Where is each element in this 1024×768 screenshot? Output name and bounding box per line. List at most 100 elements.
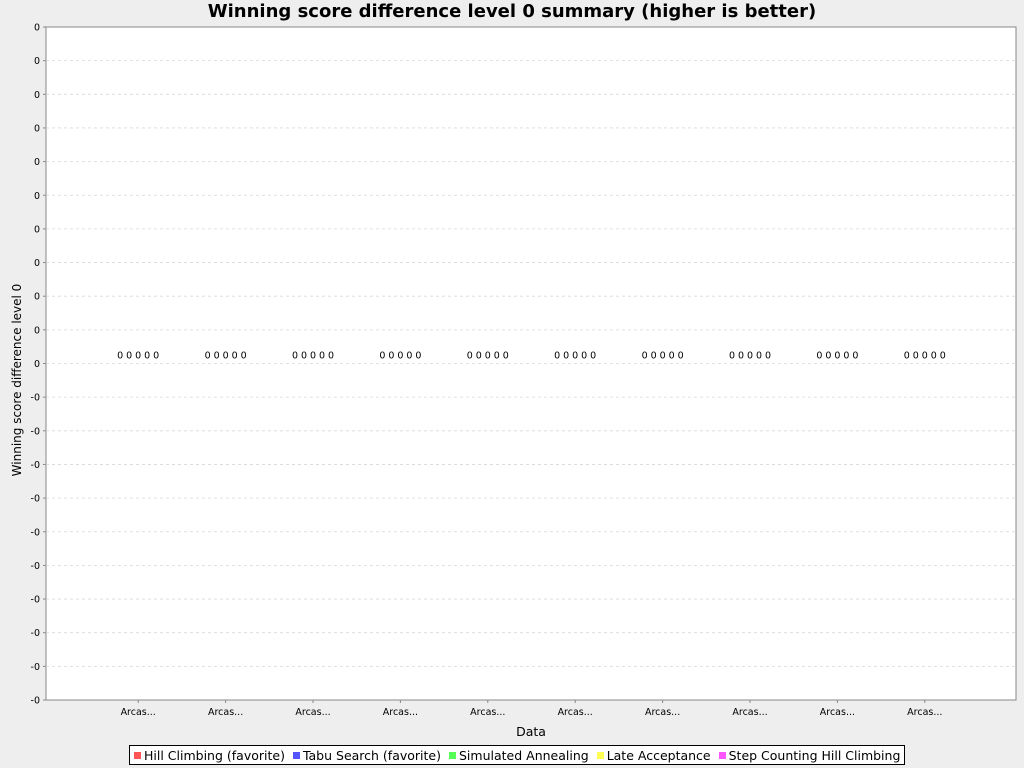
y-tick-label: 0 <box>34 224 40 235</box>
y-tick-label: 0 <box>34 90 40 101</box>
data-label: 0 <box>738 351 744 362</box>
plot-area <box>45 26 1017 701</box>
data-label: 0 <box>660 351 666 362</box>
legend-item: Late Acceptance <box>595 748 711 763</box>
y-tick-label: 0 <box>34 191 40 202</box>
legend-item: Step Counting Hill Climbing <box>717 747 901 763</box>
x-tick-label: Arcas... <box>558 707 593 718</box>
legend-label: Step Counting Hill Climbing <box>728 747 901 763</box>
data-label: 0 <box>153 351 159 362</box>
data-label: 0 <box>485 351 491 362</box>
data-label: 0 <box>554 351 560 362</box>
data-label: 0 <box>678 351 684 362</box>
data-label: 0 <box>581 351 587 362</box>
x-tick-label: Arcas... <box>208 707 243 718</box>
legend-swatch <box>449 751 456 759</box>
data-label: 0 <box>729 351 735 362</box>
data-label: 0 <box>214 351 220 362</box>
y-tick-label: 0 <box>34 56 40 67</box>
data-label: 0 <box>205 351 211 362</box>
data-label: 0 <box>747 351 753 362</box>
data-label: 0 <box>503 351 509 362</box>
y-tick-label: -0 <box>31 628 40 639</box>
x-tick-label: Arcas... <box>732 707 767 718</box>
y-tick-label: 0 <box>34 258 40 269</box>
data-label: 0 <box>135 351 141 362</box>
y-axis-ticks: 0 0 0 0 0 0 0 0 0 0 0 -0 -0 -0 -0 -0 -0 -0 -0 -0 -0 <box>31 23 46 707</box>
legend-swatch <box>596 751 604 759</box>
x-tick-label: Arcas... <box>295 707 330 718</box>
x-tick-label: Arcas... <box>645 707 680 718</box>
y-tick-label: 0 <box>34 325 40 336</box>
data-label: 0 <box>292 351 298 362</box>
data-label: 0 <box>406 351 412 362</box>
data-label: 0 <box>852 351 858 362</box>
data-label: 0 <box>415 351 421 362</box>
y-tick-label: -0 <box>31 393 40 404</box>
x-tick-label: Arcas... <box>907 707 942 718</box>
data-label: 0 <box>756 351 762 362</box>
data-label: 0 <box>388 351 394 362</box>
x-tick-label: Arcas... <box>383 707 418 718</box>
y-tick-label: -0 <box>31 460 40 471</box>
legend-item: Simulated Annealing <box>447 748 589 763</box>
y-tick-label: -0 <box>31 561 40 572</box>
x-tick-label: Arcas... <box>470 707 505 718</box>
data-label: 0 <box>494 351 500 362</box>
x-tick-label: Arcas... <box>820 707 855 718</box>
y-tick-label: -0 <box>31 426 40 437</box>
data-label: 0 <box>397 351 403 362</box>
legend-swatch <box>134 751 141 759</box>
data-label: 0 <box>765 351 771 362</box>
data-label: 0 <box>669 351 675 362</box>
data-label: 0 <box>467 351 473 362</box>
y-tick-label: 0 <box>34 157 40 168</box>
data-label: 0 <box>572 351 578 362</box>
y-tick-label: -0 <box>31 696 40 707</box>
y-tick-label: 0 <box>34 359 40 370</box>
legend-label: Hill Climbing (favorite) <box>144 747 285 763</box>
data-label: 0 <box>940 351 946 362</box>
y-tick-label: 0 <box>34 23 40 34</box>
data-label: 0 <box>913 351 919 362</box>
x-tick-label: Arcas... <box>121 707 156 718</box>
legend-label: Simulated Annealing <box>459 747 589 763</box>
y-tick-label: 0 <box>34 292 40 303</box>
data-label: 0 <box>144 351 150 362</box>
data-label: 0 <box>651 351 657 362</box>
x-axis-ticks: Arcas... Arcas... Arcas... Arcas... Arcas...… <box>121 700 942 718</box>
data-label: 0 <box>834 351 840 362</box>
data-label: 0 <box>232 351 238 362</box>
legend-label: Tabu Search (favorite) <box>302 747 441 763</box>
data-label: 0 <box>117 351 123 362</box>
data-label: 0 <box>476 351 482 362</box>
y-axis-label: Winning score difference level 0 <box>10 284 24 477</box>
y-tick-label: -0 <box>31 527 40 538</box>
data-label: 0 <box>223 351 229 362</box>
legend-label: Late Acceptance <box>606 747 711 763</box>
y-tick-label: -0 <box>31 494 40 505</box>
legend: Hill Climbing (favorite) Tabu Search (fav… <box>129 745 906 765</box>
data-label: 0 <box>126 351 132 362</box>
data-label: 0 <box>904 351 910 362</box>
y-tick-label: -0 <box>31 662 40 673</box>
data-label: 0 <box>319 351 325 362</box>
legend-item: Hill Climbing (favorite) <box>132 748 285 763</box>
data-label: 0 <box>301 351 307 362</box>
data-label: 0 <box>816 351 822 362</box>
x-axis-label: Data <box>516 724 546 739</box>
legend-item: Tabu Search (favorite) <box>291 748 441 763</box>
data-label: 0 <box>931 351 937 362</box>
data-label: 0 <box>642 351 648 362</box>
chart-title: Winning score difference level 0 summary… <box>207 1 817 22</box>
data-label: 0 <box>241 351 247 362</box>
legend-swatch <box>718 751 726 759</box>
data-label: 0 <box>328 351 334 362</box>
data-label: 0 <box>825 351 831 362</box>
data-label: 0 <box>590 351 596 362</box>
data-label: 0 <box>843 351 849 362</box>
data-label: 0 <box>563 351 569 362</box>
data-label: 0 <box>310 351 316 362</box>
